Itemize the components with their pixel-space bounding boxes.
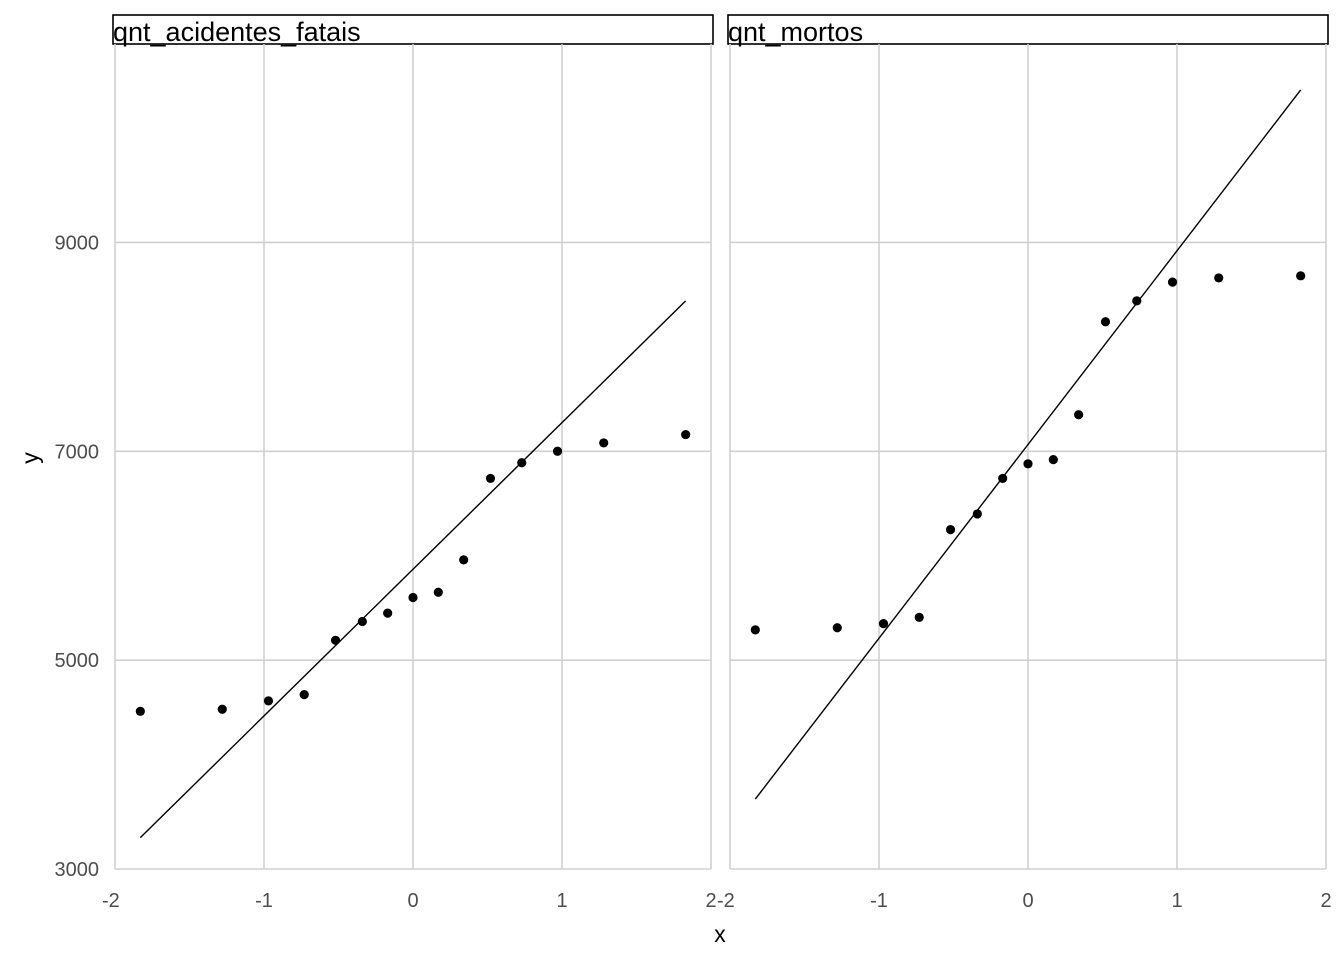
gridlines-left <box>114 44 712 870</box>
y-tick-label: 9000 <box>55 232 100 254</box>
data-point <box>914 612 924 622</box>
y-tick-label: 5000 <box>55 650 100 672</box>
x-tick-label: 1 <box>1171 890 1182 912</box>
data-point <box>1023 459 1033 469</box>
data-point <box>330 635 341 645</box>
x-tick-label: 1 <box>556 890 567 912</box>
data-point <box>357 616 367 627</box>
data-point <box>1167 277 1178 287</box>
facet-panel-right: qnt_mortos -2 -1 0 1 2 <box>717 14 1332 912</box>
x-tick-label: -2 <box>717 890 735 912</box>
x-tick-label: -1 <box>870 890 888 912</box>
data-point <box>552 446 563 456</box>
data-point <box>299 690 309 700</box>
facet-panel-left: qnt_acidentes_fatais -2 -1 0 1 2 3000 5000 700… <box>55 14 717 912</box>
x-tick-label: 2 <box>1320 890 1331 912</box>
y-axis-title: y <box>17 452 43 464</box>
data-point <box>408 592 418 603</box>
data-point <box>681 429 691 440</box>
strip-label-left: qnt_acidentes_fatais <box>113 17 361 47</box>
x-ticks-right: -2 -1 0 1 2 <box>717 890 1332 912</box>
data-point <box>832 623 842 633</box>
qq-reference-line <box>754 89 1302 800</box>
data-point <box>1296 271 1306 281</box>
reference-line-left <box>139 300 687 839</box>
strip-label-right: qnt_mortos <box>728 17 863 47</box>
data-point <box>485 473 496 484</box>
qq-reference-line <box>139 300 687 839</box>
x-tick-label: -1 <box>255 890 273 912</box>
data-point <box>878 618 889 629</box>
x-axis-title: x <box>714 921 726 947</box>
gridlines-right <box>729 44 1327 870</box>
data-point <box>972 509 982 519</box>
y-ticks: 3000 5000 7000 9000 <box>55 232 100 881</box>
data-point <box>135 706 145 716</box>
x-tick-label: 0 <box>407 890 418 912</box>
data-point <box>599 438 609 448</box>
x-tick-label: 0 <box>1022 890 1033 912</box>
points-left <box>135 429 691 716</box>
x-tick-label: -2 <box>102 890 120 912</box>
data-point <box>459 555 469 565</box>
points-right <box>750 271 1306 635</box>
data-point <box>263 696 274 706</box>
data-point <box>1048 455 1058 465</box>
strip-left: qnt_acidentes_fatais <box>112 14 714 47</box>
data-point <box>998 473 1008 484</box>
data-point <box>1100 317 1111 327</box>
x-tick-label: 2 <box>705 890 716 912</box>
data-point <box>1132 296 1142 306</box>
data-point <box>517 458 527 468</box>
y-tick-label: 3000 <box>55 859 100 881</box>
strip-right: qnt_mortos <box>727 14 1329 47</box>
data-point <box>945 525 956 535</box>
data-point <box>1074 410 1084 420</box>
data-point <box>217 704 227 714</box>
data-point <box>383 608 393 618</box>
y-tick-label: 7000 <box>55 441 100 463</box>
data-point <box>1214 273 1224 283</box>
reference-line-right <box>754 89 1302 800</box>
x-ticks-left: -2 -1 0 1 2 <box>102 890 717 912</box>
data-point <box>433 587 443 597</box>
data-point <box>750 625 760 635</box>
